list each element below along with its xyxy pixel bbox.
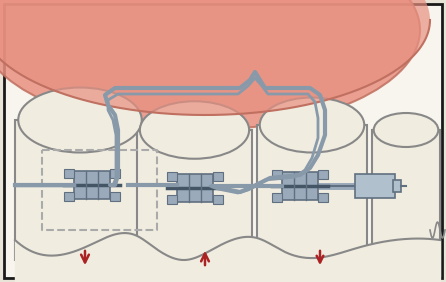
Bar (272, 170, 282, 179)
Bar (42, 150, 157, 230)
Bar (318, 170, 328, 179)
Bar (177, 174, 213, 202)
Bar (318, 193, 328, 202)
Ellipse shape (0, 0, 420, 130)
Bar (110, 192, 120, 201)
Ellipse shape (140, 101, 249, 159)
Bar (64, 169, 74, 178)
Bar (355, 174, 395, 198)
Bar (213, 172, 223, 181)
Ellipse shape (18, 87, 142, 153)
Bar (282, 172, 318, 200)
Bar (393, 180, 401, 192)
Bar (137, 130, 252, 265)
Ellipse shape (260, 98, 364, 153)
Ellipse shape (374, 113, 438, 147)
Bar (372, 130, 440, 260)
Bar (213, 195, 223, 204)
Ellipse shape (0, 0, 430, 115)
Bar (110, 169, 120, 178)
Bar (74, 171, 110, 199)
Bar (15, 120, 145, 260)
Bar (167, 172, 177, 181)
Bar (167, 195, 177, 204)
Bar (257, 125, 367, 263)
Bar (64, 192, 74, 201)
Bar (272, 193, 282, 202)
